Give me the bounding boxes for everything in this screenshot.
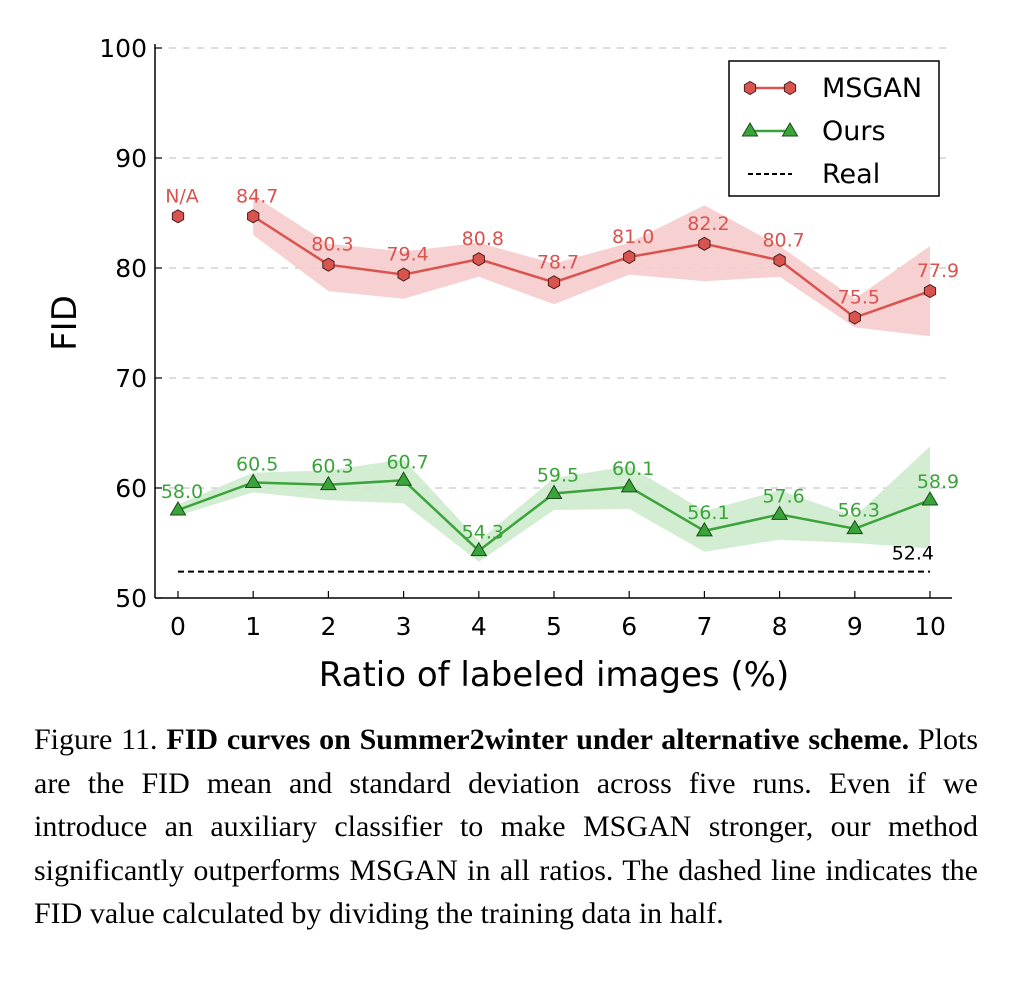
x-tick-label: 5 [546, 612, 562, 641]
msgan-data-label: 80.7 [762, 229, 804, 251]
legend: MSGAN Ours Real [728, 60, 940, 197]
y-tick-label: 100 [99, 34, 147, 63]
ours-data-label: 60.5 [236, 454, 278, 476]
msgan-std-band [253, 195, 930, 337]
ours-data-label: 58.9 [917, 471, 959, 493]
x-tick-label: 10 [914, 612, 946, 641]
x-tick-label: 0 [170, 612, 186, 641]
y-tick-label: 70 [115, 364, 147, 393]
msgan-marker [247, 209, 260, 224]
ours-marker [470, 541, 488, 557]
ours-data-label: 60.3 [311, 456, 353, 478]
x-axis-title: Ratio of labeled images (%) [319, 655, 789, 695]
ours-marker [545, 484, 563, 499]
x-tick-label: 9 [847, 612, 863, 641]
caption-rest: Plots are the FID mean and standard devi… [34, 723, 979, 930]
msgan-marker [773, 253, 786, 268]
msgan-marker [322, 257, 335, 272]
ours-marker [741, 122, 759, 137]
real-label: 52.4 [892, 543, 934, 565]
msgan-marker [848, 310, 861, 325]
ours-data-label: 58.0 [161, 481, 203, 503]
msgan-data-label: 75.5 [838, 287, 880, 309]
msgan-line [252, 215, 931, 319]
ours-marker [620, 477, 638, 493]
axes [154, 44, 952, 599]
legend-label-msgan: MSGAN [822, 73, 922, 104]
ours-std-band [178, 446, 930, 562]
figure-caption: Figure 11. FID curves on Summer2winter u… [34, 718, 978, 936]
ours-marker [695, 521, 713, 537]
ours-data-label: 60.1 [612, 458, 654, 480]
ours-data-label: 56.1 [687, 502, 729, 524]
msgan-marker [923, 284, 937, 299]
y-tick-label: 80 [115, 254, 147, 283]
caption-bold: FID curves on Summer2winter under altern… [166, 723, 910, 756]
msgan-data-label: 78.7 [537, 251, 579, 273]
msgan-marker [171, 209, 185, 224]
msgan-marker [783, 80, 797, 96]
msgan-marker [472, 252, 485, 267]
series-markers [169, 209, 939, 557]
std-bands [178, 195, 930, 562]
msgan-data-label: 79.4 [386, 244, 428, 266]
x-tick-label: 3 [396, 612, 412, 641]
ours-data-label: 60.7 [386, 451, 428, 473]
msgan-data-label: 84.7 [236, 185, 278, 207]
legend-label-real: Real [822, 159, 880, 190]
msgan-data-label: 81.0 [612, 226, 654, 248]
ours-marker [395, 471, 413, 486]
ours-marker [169, 501, 187, 516]
msgan-marker [623, 249, 636, 265]
tick-labels: 50 60 70 80 90 100 0 1 2 3 4 5 6 7 8 9 10 [99, 34, 946, 641]
x-tick-label: 4 [471, 612, 487, 641]
data-labels: N/A 84.7 80.3 79.4 80.8 78.7 81.0 82.2 80.7 75.5 7… [161, 185, 959, 564]
msgan-data-label: 80.3 [311, 234, 353, 256]
ours-marker [319, 475, 337, 491]
legend-label-ours: Ours [822, 116, 886, 147]
msgan-data-label: 77.9 [917, 260, 959, 282]
x-tick-label: 6 [621, 612, 637, 641]
ours-marker [244, 473, 262, 488]
msgan-data-label: 80.8 [462, 228, 504, 250]
y-tick-label: 50 [115, 584, 147, 613]
ours-data-label: 54.3 [462, 522, 504, 544]
msgan-marker [698, 236, 711, 251]
y-axis-title: FID [45, 295, 85, 351]
msgan-marker [743, 80, 757, 96]
ours-data-label: 57.6 [762, 485, 804, 507]
x-tick-label: 8 [772, 612, 788, 641]
x-tick-label: 7 [696, 612, 712, 641]
ours-marker [846, 519, 864, 535]
ours-marker [771, 505, 789, 520]
y-tick-label: 60 [115, 474, 147, 503]
ours-marker [781, 122, 799, 137]
ours-data-label: 56.3 [838, 500, 880, 522]
y-tick-label: 90 [115, 144, 147, 173]
caption-prefix: Figure 11. [34, 723, 167, 756]
msgan-marker [397, 267, 410, 282]
msgan-data-label: 82.2 [687, 213, 729, 235]
ours-data-label: 59.5 [537, 465, 579, 487]
x-tick-label: 2 [320, 612, 336, 641]
msgan-data-label: N/A [165, 185, 199, 207]
msgan-marker [547, 275, 561, 290]
x-tick-label: 1 [245, 612, 261, 641]
fid-chart: N/A 84.7 80.3 79.4 80.8 78.7 81.0 82.2 80.7 75.5 7… [45, 34, 959, 695]
ours-marker [921, 491, 939, 506]
